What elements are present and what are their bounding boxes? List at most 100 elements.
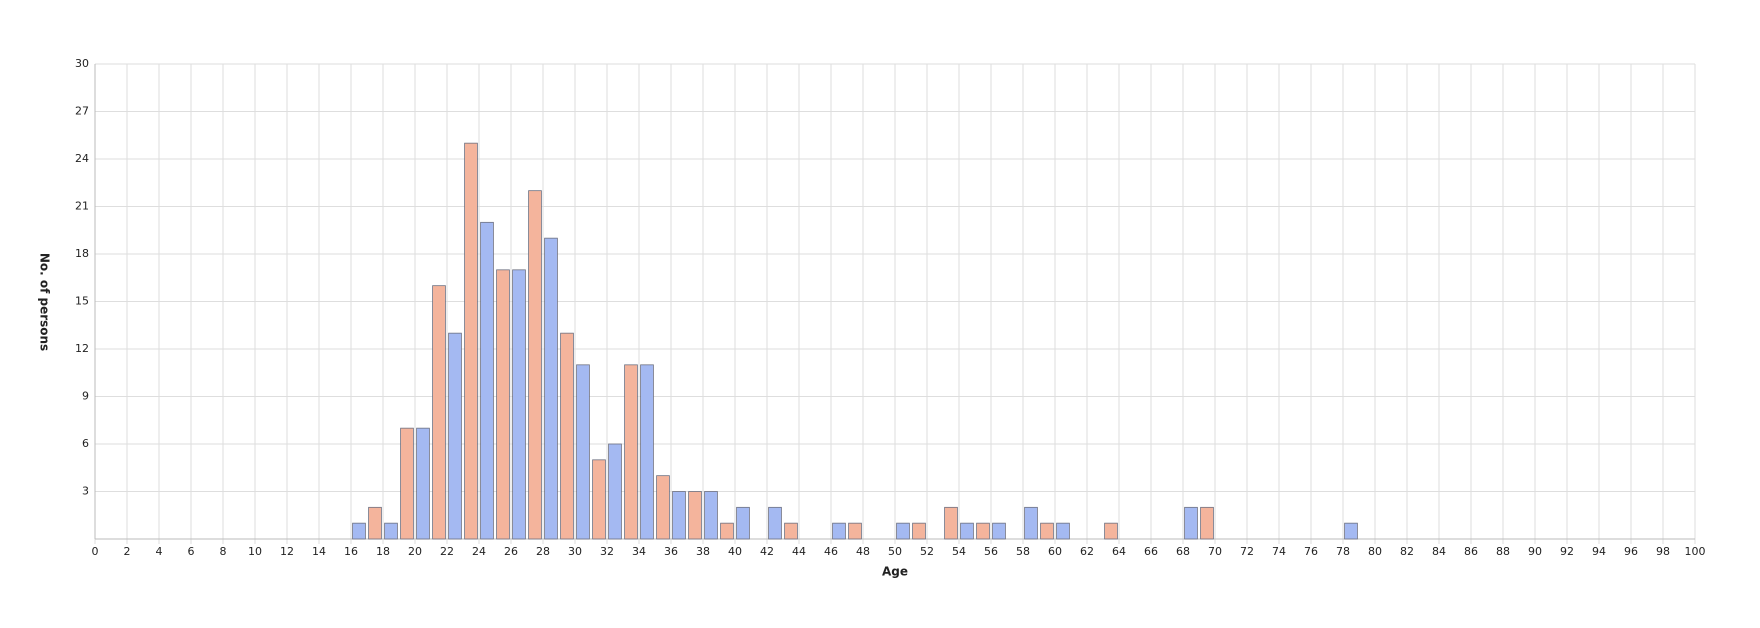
x-tick-label: 4: [156, 545, 163, 558]
x-tick-label: 16: [344, 545, 358, 558]
x-tick-label: 68: [1176, 545, 1190, 558]
bar: [768, 506, 782, 540]
bar: [960, 522, 974, 540]
x-tick-label: 48: [856, 545, 870, 558]
x-tick-label: 42: [760, 545, 774, 558]
x-tick-label: 26: [504, 545, 518, 558]
x-tick-label: 94: [1592, 545, 1606, 558]
x-tick-label: 24: [472, 545, 486, 558]
bar: [736, 506, 750, 540]
x-tick-label: 98: [1656, 545, 1670, 558]
y-tick-label: 27: [75, 105, 89, 118]
x-axis-label: Age: [882, 565, 908, 579]
bar: [784, 522, 798, 540]
x-tick-label: 66: [1144, 545, 1158, 558]
x-tick-label: 52: [920, 545, 934, 558]
bar: [592, 459, 606, 540]
x-tick-label: 46: [824, 545, 838, 558]
bar: [832, 522, 846, 540]
x-tick-label: 0: [92, 545, 99, 558]
bar: [624, 364, 638, 540]
bar: [640, 364, 654, 540]
x-tick-label: 64: [1112, 545, 1126, 558]
x-tick-label: 14: [312, 545, 326, 558]
x-tick-label: 54: [952, 545, 966, 558]
x-tick-label: 28: [536, 545, 550, 558]
x-tick-label: 70: [1208, 545, 1222, 558]
x-tick-label: 22: [440, 545, 454, 558]
x-tick-label: 10: [248, 545, 262, 558]
bar: [512, 269, 526, 540]
y-tick-label: 6: [82, 437, 89, 450]
x-tick-label: 50: [888, 545, 902, 558]
x-tick-label: 6: [188, 545, 195, 558]
x-tick-label: 38: [696, 545, 710, 558]
bar: [1056, 522, 1070, 540]
bar: [912, 522, 926, 540]
bar: [480, 221, 494, 540]
bar: [944, 506, 958, 540]
x-tick-label: 36: [664, 545, 678, 558]
bar: [896, 522, 910, 540]
bar: [384, 522, 398, 540]
bar: [576, 364, 590, 540]
bar: [1024, 506, 1038, 540]
x-tick-label: 78: [1336, 545, 1350, 558]
x-tick-label: 88: [1496, 545, 1510, 558]
x-tick-label: 76: [1304, 545, 1318, 558]
bar: [352, 522, 366, 540]
bar: [608, 443, 622, 540]
bar: [656, 475, 670, 540]
bar: [1344, 522, 1358, 540]
y-tick-label: 24: [75, 152, 89, 165]
bar: [848, 522, 862, 540]
y-axis-label: No. of persons: [38, 253, 52, 351]
x-tick-label: 34: [632, 545, 646, 558]
bar: [432, 285, 446, 540]
bar: [688, 491, 702, 540]
x-tick-label: 100: [1685, 545, 1706, 558]
bar: [400, 427, 414, 540]
x-tick-label: 80: [1368, 545, 1382, 558]
x-tick-label: 2: [124, 545, 131, 558]
bar: [560, 332, 574, 540]
bar: [672, 491, 686, 540]
x-tick-label: 86: [1464, 545, 1478, 558]
x-tick-label: 40: [728, 545, 742, 558]
y-tick-label: 30: [75, 57, 89, 70]
y-tick-label: 21: [75, 200, 89, 213]
x-tick-label: 44: [792, 545, 806, 558]
bar: [1104, 522, 1118, 540]
x-tick-label: 82: [1400, 545, 1414, 558]
bar: [416, 427, 430, 540]
x-tick-label: 84: [1432, 545, 1446, 558]
bar: [368, 506, 382, 540]
x-tick-label: 8: [220, 545, 227, 558]
x-tick-label: 18: [376, 545, 390, 558]
y-tick-label: 9: [82, 390, 89, 403]
bar: [720, 522, 734, 540]
bar: [496, 269, 510, 540]
bar: [992, 522, 1006, 540]
y-tick-label: 15: [75, 295, 89, 308]
x-tick-label: 72: [1240, 545, 1254, 558]
bar: [1184, 506, 1198, 540]
y-tick-label: 3: [82, 485, 89, 498]
x-tick-label: 20: [408, 545, 422, 558]
x-tick-label: 12: [280, 545, 294, 558]
y-tick-label: 18: [75, 247, 89, 260]
x-tick-label: 74: [1272, 545, 1286, 558]
x-tick-label: 60: [1048, 545, 1062, 558]
x-tick-label: 58: [1016, 545, 1030, 558]
x-tick-label: 56: [984, 545, 998, 558]
bar: [464, 142, 478, 540]
y-tick-label: 12: [75, 342, 89, 355]
bar: [448, 332, 462, 540]
bar: [976, 522, 990, 540]
x-tick-label: 32: [600, 545, 614, 558]
x-tick-label: 62: [1080, 545, 1094, 558]
bar: [704, 491, 718, 540]
x-tick-label: 90: [1528, 545, 1542, 558]
x-tick-label: 30: [568, 545, 582, 558]
x-tick-label: 96: [1624, 545, 1638, 558]
